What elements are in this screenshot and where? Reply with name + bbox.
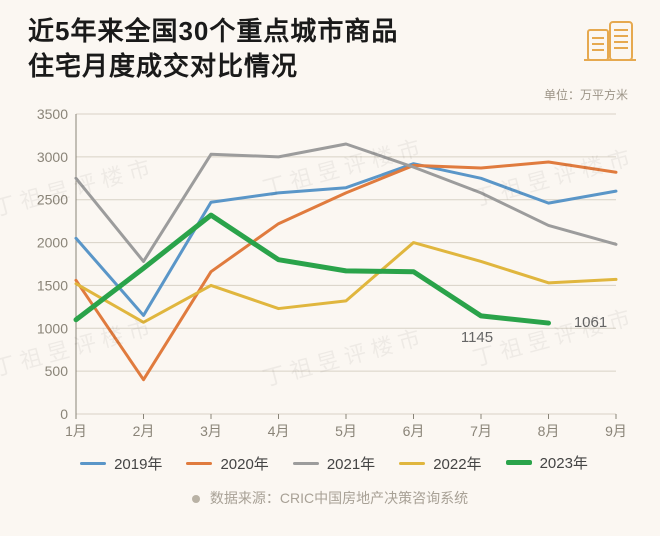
source-text: 数据来源：CRIC中国房地产决策咨询系统 (210, 490, 468, 506)
svg-text:3月: 3月 (200, 423, 222, 439)
svg-text:9月: 9月 (605, 423, 627, 439)
chart-title: 近5年来全国30个重点城市商品 住宅月度成交对比情况 (28, 14, 632, 84)
svg-text:7月: 7月 (470, 423, 492, 439)
title-line-2: 住宅月度成交对比情况 (28, 51, 298, 81)
svg-text:500: 500 (45, 363, 69, 379)
svg-text:2500: 2500 (37, 192, 68, 208)
svg-text:1145: 1145 (461, 329, 493, 346)
svg-text:3500: 3500 (37, 106, 68, 122)
svg-text:1月: 1月 (65, 423, 87, 439)
bullet-icon (192, 495, 200, 503)
legend-item: 2021年 (285, 453, 375, 474)
legend-item: 2019年 (72, 453, 162, 474)
svg-text:5月: 5月 (335, 423, 357, 439)
legend-item: 2022年 (391, 453, 481, 474)
svg-text:1500: 1500 (37, 277, 68, 293)
svg-text:4月: 4月 (268, 423, 290, 439)
svg-text:2月: 2月 (133, 423, 155, 439)
data-source: 数据来源：CRIC中国房地产决策咨询系统 (0, 488, 660, 508)
svg-text:0: 0 (60, 406, 68, 422)
svg-text:6月: 6月 (403, 423, 425, 439)
svg-text:1061: 1061 (574, 314, 607, 331)
legend-item: 2020年 (178, 453, 268, 474)
legend-item: 2023年 (498, 452, 588, 473)
svg-text:2000: 2000 (37, 235, 68, 251)
svg-text:1000: 1000 (37, 320, 68, 336)
buildings-icon (582, 16, 638, 64)
unit-label: 单位：万平方米 (544, 86, 628, 103)
svg-text:8月: 8月 (538, 423, 560, 439)
chart-header: 近5年来全国30个重点城市商品 住宅月度成交对比情况 (28, 14, 632, 84)
svg-text:3000: 3000 (37, 149, 68, 165)
title-line-1: 近5年来全国30个重点城市商品 (28, 16, 398, 46)
chart-legend: 2019年 2020年 2021年 2022年 2023年 (0, 452, 660, 474)
line-chart: 0 500 1000 1500 2000 2500 3000 3500 1月 2月 3月 4月 5月 6月… (30, 104, 630, 444)
